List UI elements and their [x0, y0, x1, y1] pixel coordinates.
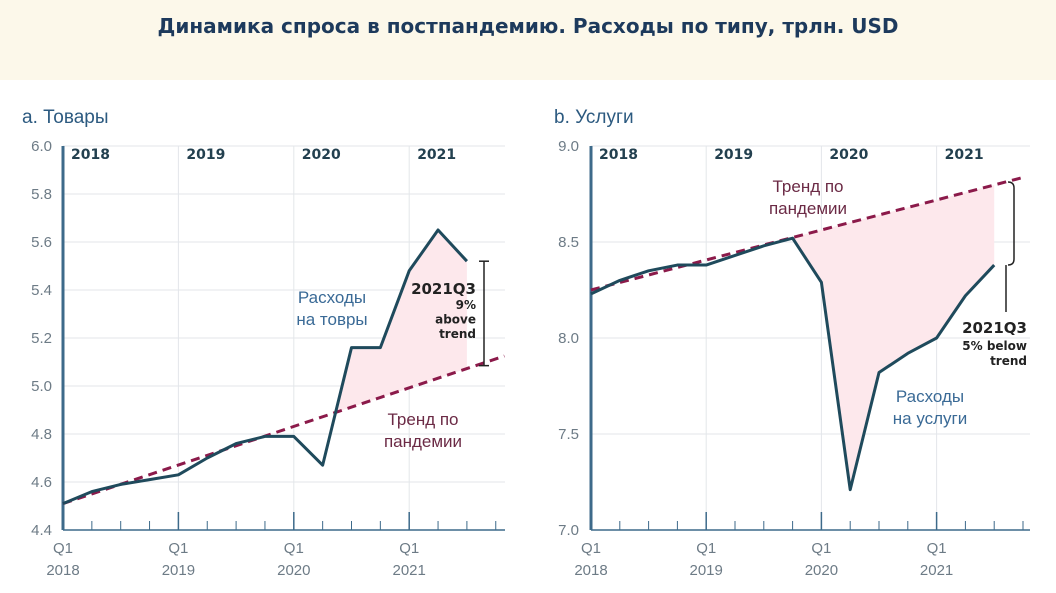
y-tick-label: 4.6 — [31, 474, 52, 491]
y-tick-label: 4.4 — [31, 522, 52, 539]
y-tick-label: 7.5 — [558, 426, 579, 443]
y-tick-label: 4.8 — [31, 426, 52, 443]
x-tick-quarter: Q1 — [168, 540, 188, 557]
year-header: 2020 — [302, 147, 341, 163]
x-tick-quarter: Q1 — [284, 540, 304, 557]
year-header: 2021 — [417, 147, 456, 163]
gap-annotation: 2021Q3 — [962, 319, 1027, 337]
x-tick-year: 2020 — [805, 562, 838, 579]
y-tick-label: 6.0 — [31, 138, 52, 155]
y-tick-label: 5.2 — [31, 330, 52, 347]
x-tick-quarter: Q1 — [581, 540, 601, 557]
series-label: на товры — [296, 310, 367, 329]
x-tick-quarter: Q1 — [811, 540, 831, 557]
trend-label: Тренд по — [387, 410, 458, 429]
y-tick-label: 5.6 — [31, 234, 52, 251]
gap-annotation: 9% — [456, 298, 476, 312]
y-tick-label: 5.4 — [31, 282, 52, 299]
x-tick-year: 2020 — [277, 562, 310, 579]
chart-panel-services: b. Услуги 7.0 7.5 8.0 8.5 9.0 Q1 2018 2018 Q1 2019… — [554, 107, 1030, 579]
y-tick-label: 5.8 — [31, 186, 52, 203]
year-header: 2018 — [599, 147, 638, 163]
gap-annotation: 2021Q3 — [411, 280, 476, 298]
series-label: Расходы — [896, 387, 964, 406]
gap-fill-area — [792, 184, 995, 490]
year-header: 2019 — [714, 147, 753, 163]
x-tick-year: 2021 — [920, 562, 953, 579]
trend-label: пандемии — [384, 432, 462, 451]
x-tick-year: 2019 — [690, 562, 723, 579]
trend-label: Тренд по — [772, 177, 843, 196]
x-tick-year: 2018 — [46, 562, 79, 579]
x-tick-quarter: Q1 — [399, 540, 419, 557]
y-tick-label: 8.5 — [558, 234, 579, 251]
panel-title: b. Услуги — [554, 107, 634, 128]
panel-title: a. Товары — [22, 107, 108, 128]
y-tick-label: 5.0 — [31, 378, 52, 395]
x-tick-quarter: Q1 — [696, 540, 716, 557]
gap-fill-area — [322, 230, 467, 417]
y-tick-label: 9.0 — [558, 138, 579, 155]
y-tick-label: 8.0 — [558, 330, 579, 347]
trend-line — [62, 354, 505, 506]
year-header: 2018 — [71, 147, 110, 163]
page-title: Динамика спроса в постпандемию. Расходы … — [157, 14, 899, 38]
year-header: 2019 — [186, 147, 225, 163]
gap-brace — [1007, 181, 1015, 266]
year-header: 2020 — [829, 147, 868, 163]
x-tick-quarter: Q1 — [927, 540, 947, 557]
x-tick-year: 2021 — [393, 562, 426, 579]
y-tick-label: 7.0 — [558, 522, 579, 539]
gap-annotation: trend — [990, 354, 1027, 368]
gap-annotation: trend — [439, 327, 476, 341]
x-tick-year: 2019 — [162, 562, 195, 579]
trend-label: пандемии — [769, 199, 847, 218]
series-label: на услуги — [893, 409, 968, 428]
gap-annotation: above — [435, 313, 476, 327]
gap-annotation: 5% below — [962, 339, 1027, 353]
year-header: 2021 — [945, 147, 984, 163]
series-label: Расходы — [298, 288, 366, 307]
chart-panel-goods: a. Товары 4.4 4.6 4.8 5.0 5.2 5.4 5.6 5.8 6.0 Q1 20… — [22, 107, 505, 579]
x-tick-year: 2018 — [574, 562, 607, 579]
title-banner: Динамика спроса в постпандемию. Расходы … — [0, 0, 1056, 80]
x-tick-quarter: Q1 — [53, 540, 73, 557]
